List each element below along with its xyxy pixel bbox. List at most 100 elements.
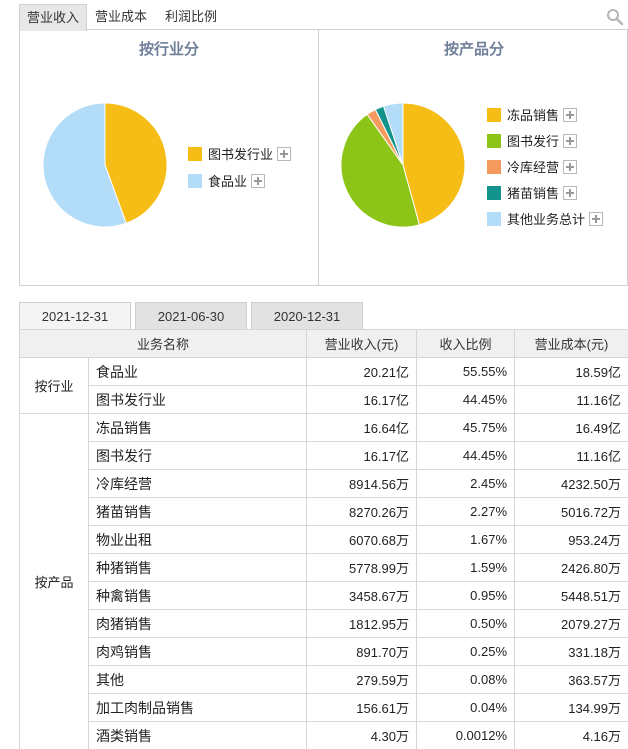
table-row: 肉猪销售 1812.95万 0.50% 2079.27万 (20, 609, 628, 638)
cost-cell: 2079.27万 (514, 609, 628, 638)
revenue-cell: 3458.67万 (306, 581, 418, 610)
header-cost: 营业成本(元) (514, 329, 628, 358)
legend-item-product-3[interactable]: 猪苗销售 (487, 186, 578, 206)
cost-cell: 2426.80万 (514, 553, 628, 582)
cost-cell: 363.57万 (514, 665, 628, 694)
table-row: 按产品 冻品销售 16.64亿 45.75% 16.49亿 (19, 413, 628, 749)
revenue-cell: 8914.56万 (306, 469, 418, 498)
legend-item-product-1[interactable]: 图书发行 (487, 134, 578, 154)
legend-item-industry-1[interactable]: 食品业 (188, 174, 266, 194)
header-business-name: 业务名称 (18, 329, 308, 358)
revenue-cell: 5778.99万 (306, 553, 418, 582)
ratio-cell: 44.45% (416, 441, 516, 470)
revenue-cell: 16.64亿 (306, 413, 418, 442)
pie-chart-industry (42, 102, 168, 228)
ratio-cell: 2.45% (416, 469, 516, 498)
legend-item-product-2[interactable]: 冷库经营 (487, 160, 578, 180)
date-tab-2021-12-31[interactable]: 2021-12-31 (19, 302, 131, 331)
business-name-cell: 猪苗销售 (87, 497, 308, 526)
legend-swatch (487, 108, 501, 122)
legend-item-industry-0[interactable]: 图书发行业 (188, 147, 292, 167)
group-label: 按产品 (19, 413, 89, 749)
ratio-cell: 0.0012% (416, 721, 516, 749)
expand-plus-icon[interactable] (251, 174, 266, 188)
legend-swatch (188, 174, 202, 188)
chart-title-industry: 按行业分 (138, 41, 199, 58)
legend-label: 图书发行 (507, 134, 560, 149)
revenue-cell: 1812.95万 (306, 609, 418, 638)
table-row: 酒类销售 4.30万 0.0012% 4.16万 (20, 721, 628, 749)
tab-cost[interactable]: 营业成本 (94, 9, 147, 24)
business-name-cell: 种禽销售 (87, 581, 308, 610)
expand-plus-icon[interactable] (563, 108, 578, 122)
revenue-cell: 279.59万 (306, 665, 418, 694)
chart-panels: 按行业分 图书发行业食品业 按产品分 冻品销售图书发行冷库经营猪苗销售其他业务总… (19, 30, 628, 286)
business-name-cell: 酒类销售 (87, 721, 308, 749)
expand-plus-icon[interactable] (589, 212, 604, 226)
ratio-cell: 1.59% (416, 553, 516, 582)
table-row: 种禽销售 3458.67万 0.95% 5448.51万 (20, 581, 628, 610)
revenue-cell: 16.17亿 (306, 441, 418, 470)
legend-label: 冻品销售 (507, 108, 560, 123)
business-name-cell: 肉鸡销售 (87, 637, 308, 666)
legend-label: 图书发行业 (208, 147, 274, 162)
business-name-cell: 图书发行 (87, 441, 308, 470)
chart-title-product: 按产品分 (443, 41, 504, 58)
business-name-cell: 冷库经营 (87, 469, 308, 498)
revenue-cell: 891.70万 (306, 637, 418, 666)
pie-chart-product (340, 102, 466, 228)
cost-cell: 11.16亿 (514, 441, 628, 470)
expand-plus-icon[interactable] (563, 186, 578, 200)
ratio-cell: 0.08% (416, 665, 516, 694)
pie-slice-product-4[interactable] (382, 102, 404, 166)
cost-cell: 11.16亿 (514, 385, 628, 414)
tab-revenue[interactable]: 营业收入 (19, 4, 87, 31)
search-icon[interactable] (606, 8, 624, 26)
tab-profit-ratio[interactable]: 利润比例 (164, 9, 217, 24)
date-tab-2020-12-31[interactable]: 2020-12-31 (251, 302, 363, 330)
expand-plus-icon[interactable] (563, 160, 578, 174)
legend-swatch (487, 186, 501, 200)
legend-label: 食品业 (208, 174, 248, 189)
table-row: 图书发行 16.17亿 44.45% 11.16亿 (20, 441, 628, 470)
table-row: 其他 279.59万 0.08% 363.57万 (20, 665, 628, 694)
business-table: 业务名称 营业收入(元) 收入比例 营业成本(元) 按行业 食品业 20.21亿 55… (18, 329, 628, 749)
business-name-cell: 冻品销售 (87, 413, 308, 442)
table-header-row: 业务名称 营业收入(元) 收入比例 营业成本(元) (18, 329, 628, 358)
group-label: 按行业 (19, 357, 89, 414)
date-tab-2021-06-30[interactable]: 2021-06-30 (135, 302, 247, 330)
pie-slice-product-1[interactable] (340, 113, 420, 228)
pie-slice-industry-1[interactable] (42, 102, 127, 228)
table-row: 肉鸡销售 891.70万 0.25% 331.18万 (20, 637, 628, 666)
cost-cell: 331.18万 (514, 637, 628, 666)
table-row: 猪苗销售 8270.26万 2.27% 5016.72万 (20, 497, 628, 526)
cost-cell: 5448.51万 (514, 581, 628, 610)
ratio-cell: 1.67% (416, 525, 516, 554)
revenue-cell: 16.17亿 (306, 385, 418, 414)
legend-item-product-4[interactable]: 其他业务总计 (487, 212, 604, 232)
legend-item-product-0[interactable]: 冻品销售 (487, 108, 578, 128)
business-name-cell: 加工肉制品销售 (87, 693, 308, 722)
expand-plus-icon[interactable] (563, 134, 578, 148)
ratio-cell: 0.25% (416, 637, 516, 666)
ratio-cell: 0.50% (416, 609, 516, 638)
cost-cell: 134.99万 (514, 693, 628, 722)
business-name-cell: 肉猪销售 (87, 609, 308, 638)
ratio-cell: 2.27% (416, 497, 516, 526)
ratio-cell: 55.55% (416, 357, 516, 386)
table-row: 物业出租 6070.68万 1.67% 953.24万 (20, 525, 628, 554)
business-name-cell: 种猪销售 (87, 553, 308, 582)
cost-cell: 4.16万 (514, 721, 628, 749)
business-name-cell: 食品业 (87, 357, 308, 386)
pie-slice-industry-0[interactable] (104, 102, 168, 224)
pie-slice-product-0[interactable] (402, 102, 466, 226)
legend-label: 冷库经营 (507, 160, 560, 175)
ratio-cell: 44.45% (416, 385, 516, 414)
expand-plus-icon[interactable] (277, 147, 292, 161)
chart-divider (318, 30, 319, 286)
cost-cell: 18.59亿 (514, 357, 628, 386)
legend-swatch (188, 147, 202, 161)
cost-cell: 4232.50万 (514, 469, 628, 498)
ratio-cell: 0.95% (416, 581, 516, 610)
revenue-cell: 4.30万 (306, 721, 418, 749)
